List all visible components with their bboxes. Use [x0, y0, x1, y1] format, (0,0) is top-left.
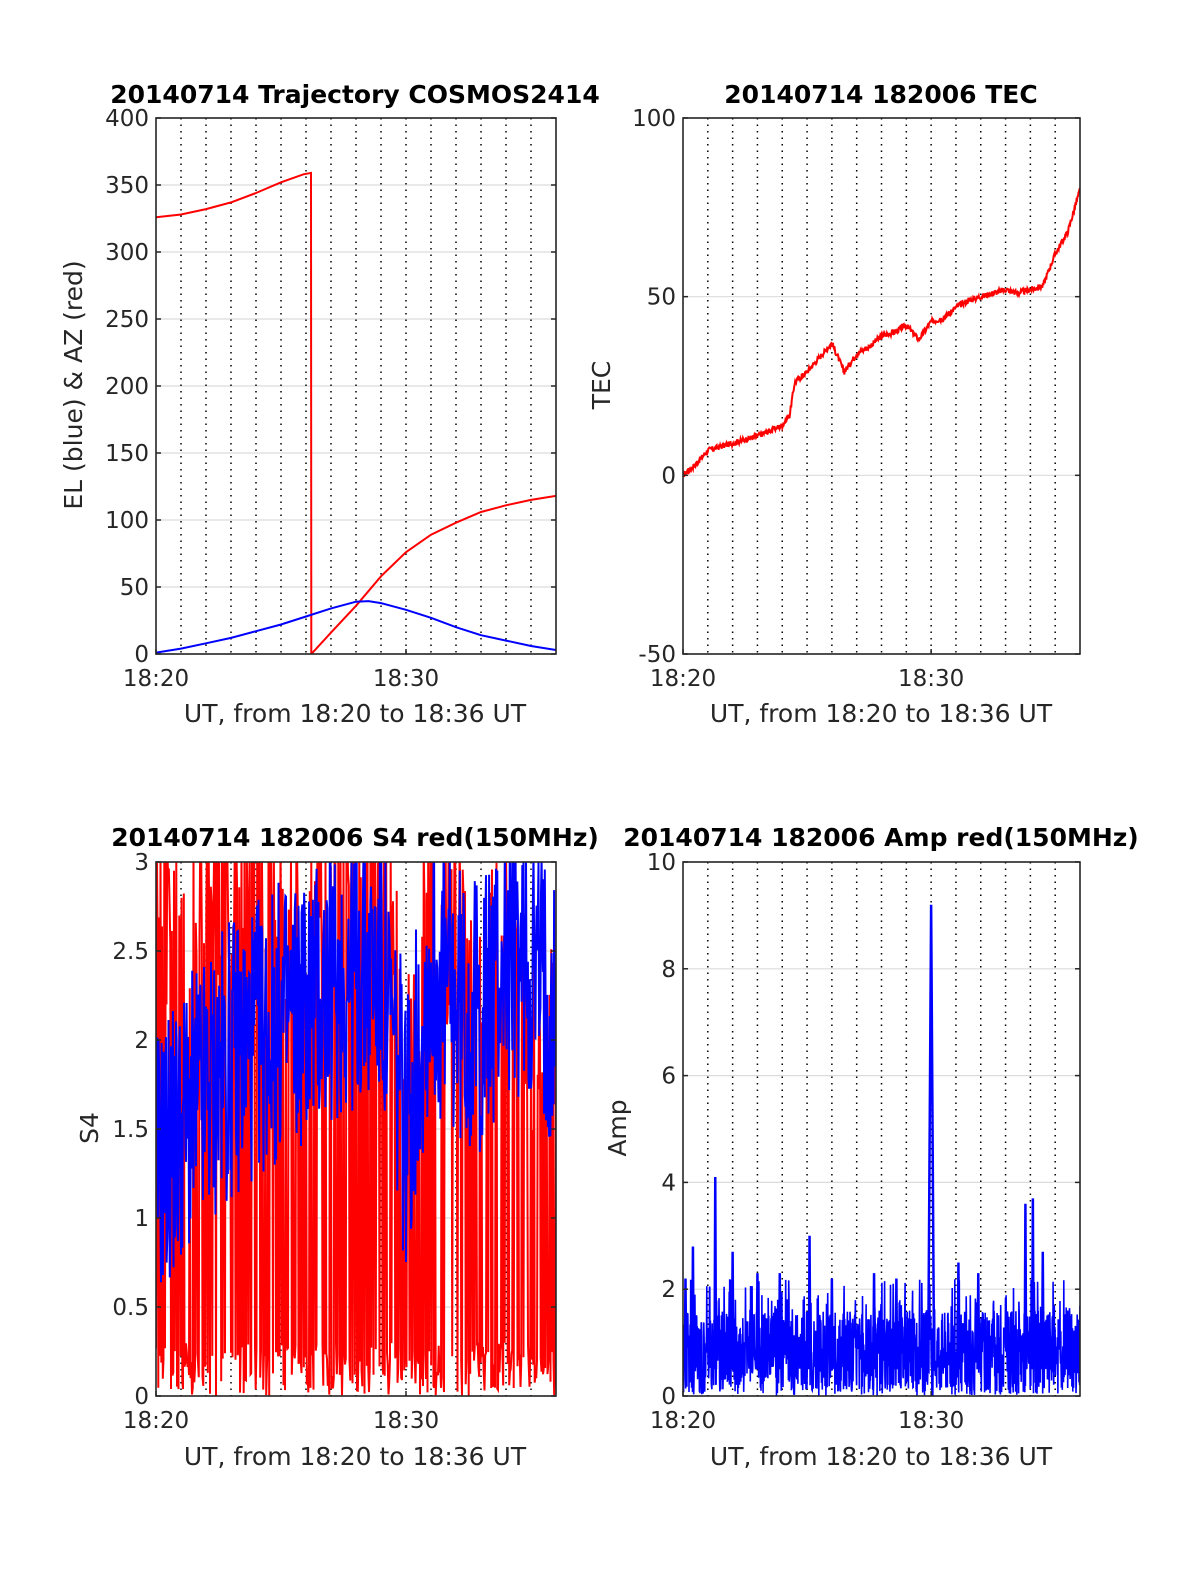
y-tick-label: 2 — [661, 1277, 676, 1303]
chart-title: 20140714 Trajectory COSMOS2414 — [110, 80, 600, 109]
y-tick-label: 2 — [134, 1028, 149, 1054]
series-group — [683, 187, 1080, 478]
series-spike — [683, 1278, 688, 1370]
y-tick-label: 100 — [105, 508, 149, 534]
y-tick-label: 1.5 — [112, 1117, 149, 1143]
y-tick-label: 350 — [105, 173, 149, 199]
y-tick-label: 400 — [105, 106, 149, 132]
panel-s4: 20140714 182006 S4 red(150MHz) 0 0.5 1 1.5 2… — [75, 823, 599, 1471]
series-group — [156, 862, 556, 1396]
x-tick-label: 18:20 — [123, 1408, 189, 1434]
y-tick-label: 1 — [134, 1206, 149, 1232]
y-tick-label: 0 — [661, 1384, 676, 1410]
y-tick-label: 0 — [134, 1384, 149, 1410]
y-tick-label: 50 — [647, 285, 676, 311]
y-tick-label: 50 — [120, 575, 149, 601]
x-tick-label: 18:30 — [898, 666, 964, 692]
panel-amp: 20140714 182006 Amp red(150MHz) 0 2 4 6 8 10 1… — [603, 823, 1139, 1471]
chart-title: 20140714 182006 S4 red(150MHz) — [111, 823, 599, 852]
plot-area: 0 0.5 1 1.5 2 2.5 3 18:20 18:30 — [112, 850, 557, 1434]
y-tick-label: 250 — [105, 307, 149, 333]
series-spike — [807, 1235, 812, 1370]
plot-area: -50 0 50 100 18:20 18:30 — [632, 106, 1081, 692]
x-axis-label: UT, from 18:20 to 18:36 UT — [710, 699, 1053, 728]
series-spike — [894, 1278, 899, 1370]
chart-title: 20140714 182006 TEC — [724, 80, 1037, 109]
series-line — [156, 600, 556, 654]
y-tick-label: 150 — [105, 441, 149, 467]
y-tick-label: 8 — [661, 957, 676, 983]
series-spike — [956, 1262, 961, 1370]
series-group — [683, 904, 1080, 1396]
series-spike — [872, 1273, 877, 1370]
plot-area: 0 50 100 150 200 250 300 350 400 18:20 18:30 — [105, 106, 557, 692]
series-spike — [976, 1273, 981, 1370]
axes-box — [682, 117, 1081, 655]
y-tick-label: 0 — [661, 463, 676, 489]
y-tick-label: -50 — [638, 642, 676, 668]
chart-title: 20140714 182006 Amp red(150MHz) — [623, 823, 1139, 852]
x-tick-label: 18:20 — [123, 666, 189, 692]
series-spike — [1030, 1198, 1035, 1370]
axes-box — [682, 861, 1081, 1397]
x-tick-label: 18:20 — [650, 666, 716, 692]
y-axis-label: Amp — [603, 1099, 632, 1156]
y-tick-label: 200 — [105, 374, 149, 400]
y-axis-label: TEC — [587, 361, 616, 411]
series-spike — [829, 1278, 834, 1370]
x-axis-label: UT, from 18:20 to 18:36 UT — [184, 699, 527, 728]
series-line — [156, 862, 556, 1283]
series-spike — [713, 1177, 718, 1370]
y-tick-label: 2.5 — [112, 939, 149, 965]
series-spike — [690, 1246, 695, 1370]
y-tick-label: 100 — [632, 106, 676, 132]
x-tick-label: 18:30 — [373, 666, 439, 692]
series-spike — [1040, 1251, 1045, 1370]
y-tick-label: 0 — [134, 642, 149, 668]
x-tick-label: 18:20 — [650, 1408, 716, 1434]
series-line — [683, 1279, 1080, 1396]
y-tick-label: 3 — [134, 850, 149, 876]
y-tick-label: 0.5 — [112, 1295, 149, 1321]
series-spike — [730, 1251, 735, 1370]
plot-area: 0 2 4 6 8 10 18:20 18:30 — [647, 850, 1081, 1434]
y-axis-label: EL (blue) & AZ (red) — [59, 260, 88, 509]
series-spike — [777, 1273, 782, 1370]
series-spike — [926, 904, 936, 1370]
x-axis-label: UT, from 18:20 to 18:36 UT — [710, 1442, 1053, 1471]
series-spike — [1065, 1310, 1070, 1370]
y-axis-label: S4 — [75, 1112, 104, 1144]
series-group — [156, 171, 556, 654]
y-tick-label: 4 — [661, 1170, 676, 1196]
y-tick-label: 10 — [647, 850, 676, 876]
x-tick-label: 18:30 — [373, 1408, 439, 1434]
series-line — [156, 171, 556, 654]
panel-trajectory: 20140714 Trajectory COSMOS2414 0 50 100 150… — [59, 80, 600, 728]
y-tick-label: 6 — [661, 1064, 676, 1090]
y-tick-label: 300 — [105, 240, 149, 266]
x-axis-label: UT, from 18:20 to 18:36 UT — [184, 1442, 527, 1471]
series-spike — [1023, 1203, 1028, 1370]
series-line — [683, 187, 1080, 478]
x-tick-label: 18:30 — [898, 1408, 964, 1434]
series-spike — [755, 1273, 760, 1370]
